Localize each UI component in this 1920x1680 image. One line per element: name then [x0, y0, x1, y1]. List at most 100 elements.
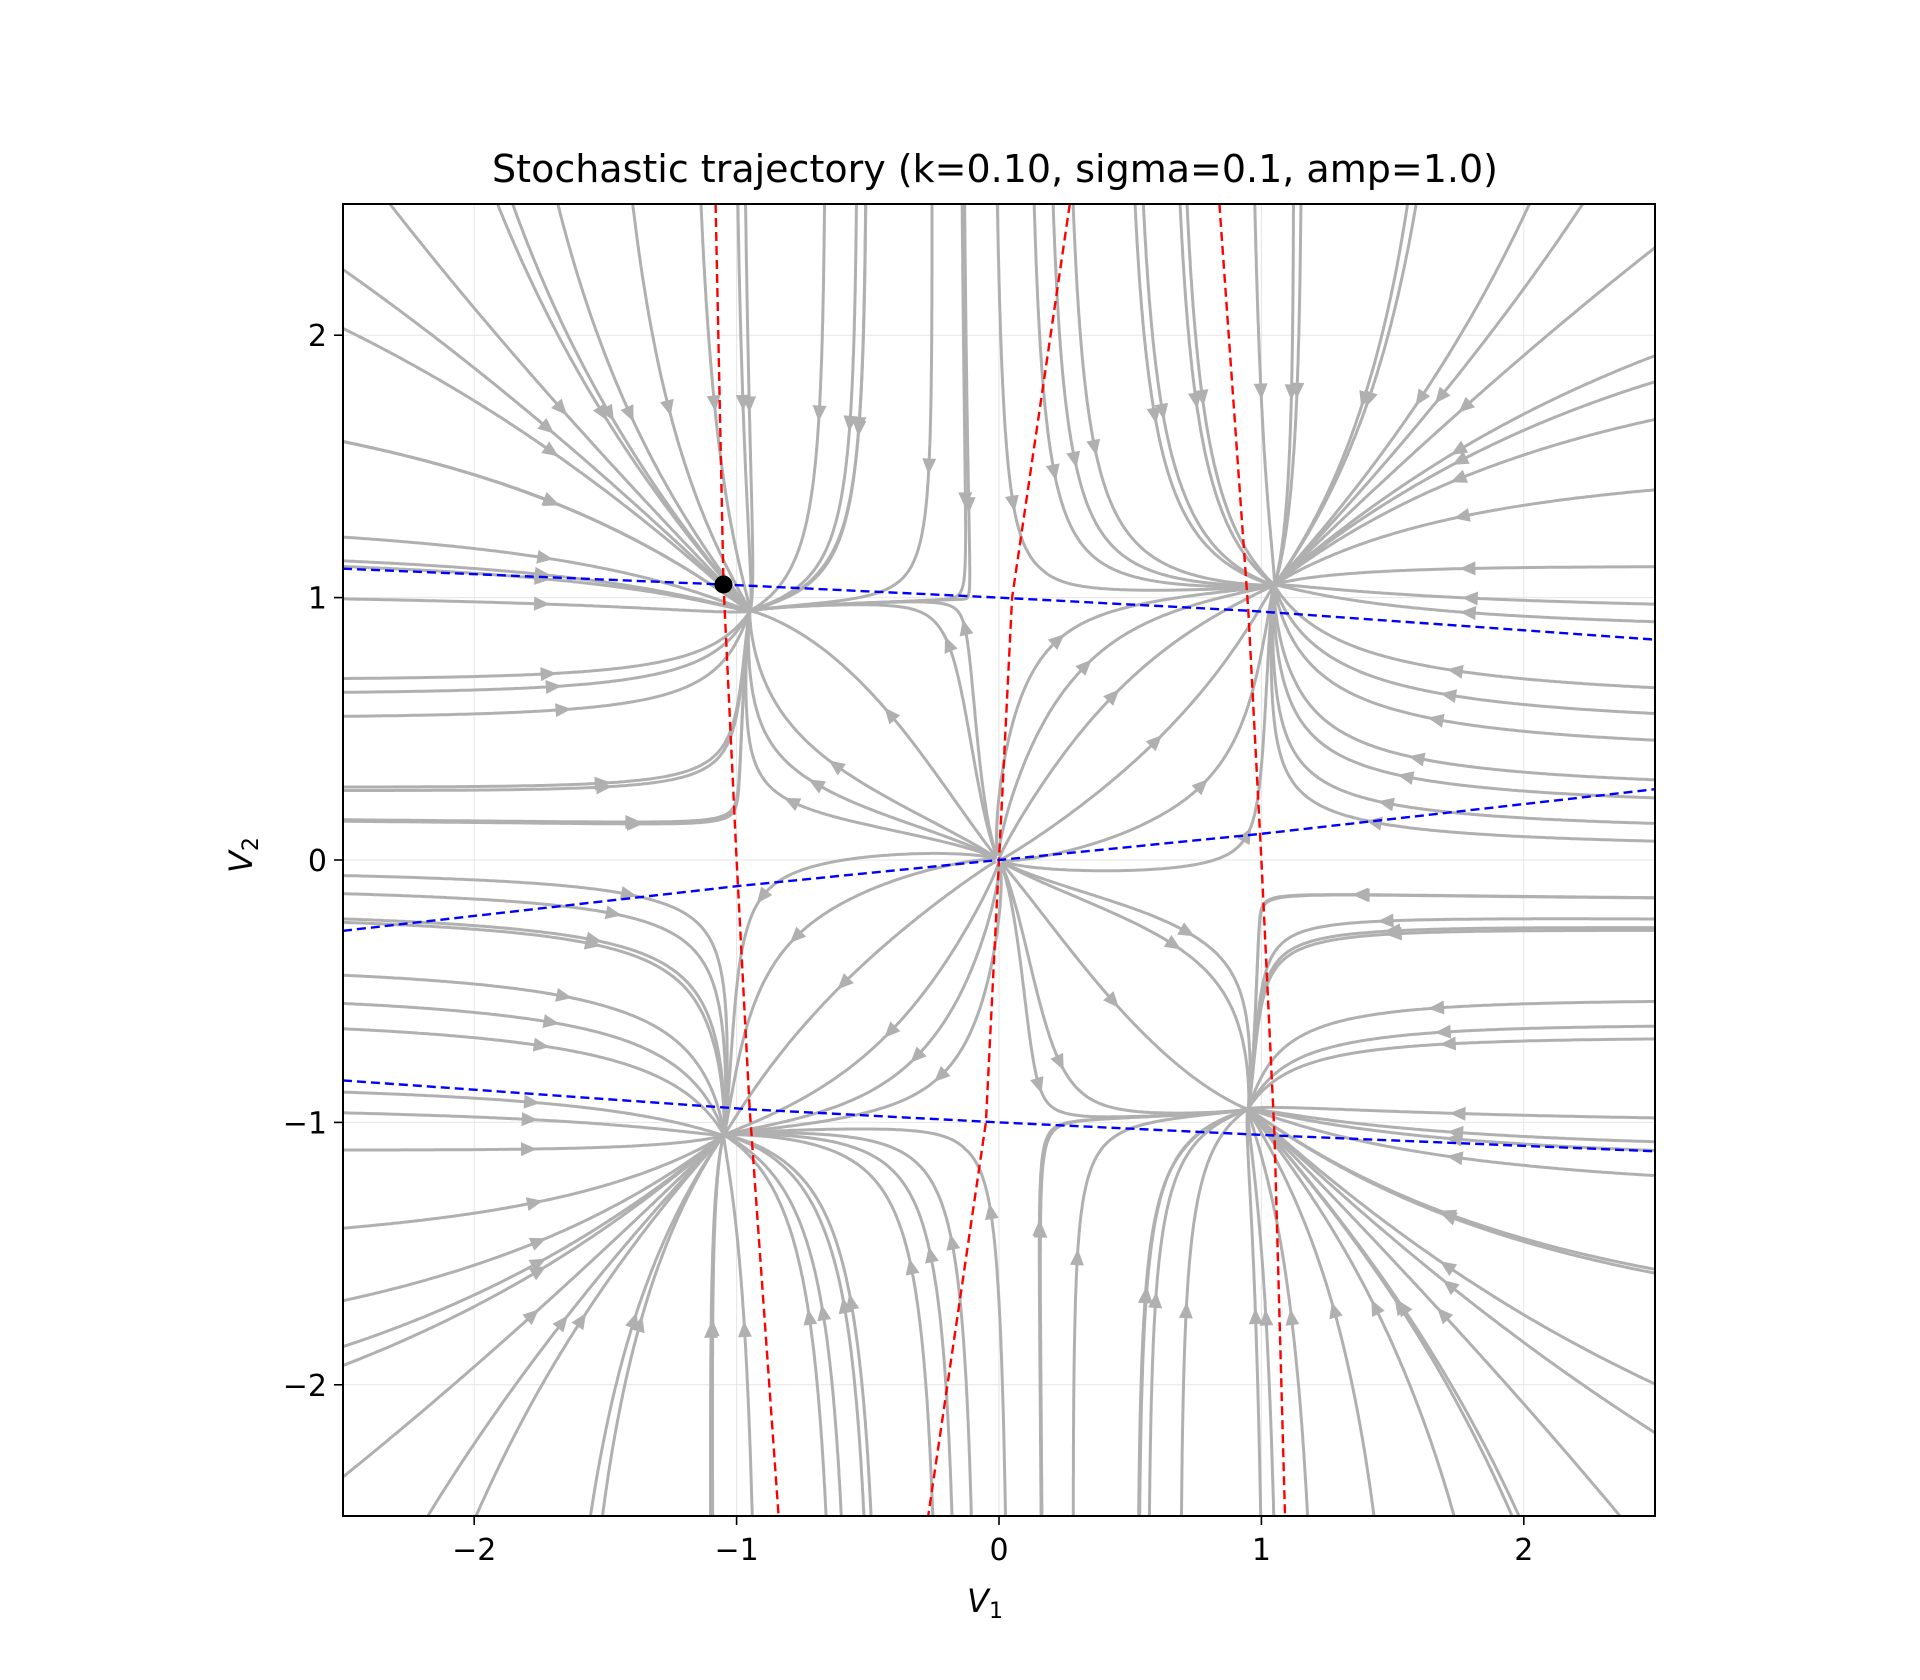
- streamline-arrow: [545, 680, 562, 695]
- streamline-arrow: [1450, 440, 1469, 455]
- streamline-arrow: [604, 905, 622, 920]
- streamline-arrow: [706, 394, 721, 412]
- streamline-arrow: [542, 492, 560, 506]
- streamline-arrow: [1237, 827, 1252, 846]
- streamline-arrow: [1004, 494, 1019, 512]
- streamline-arrow: [1045, 463, 1060, 481]
- streamline-arrow: [1446, 664, 1464, 679]
- streamline-arrow: [946, 1233, 961, 1251]
- streamline-arrow: [525, 1197, 543, 1211]
- streamline-arrow: [1103, 689, 1120, 706]
- streamline-arrow: [1452, 451, 1470, 465]
- streamline-arrow: [1453, 508, 1471, 522]
- y-axis-label-subscript: 2: [239, 837, 264, 851]
- streamline-arrow: [1146, 406, 1161, 424]
- streamline-arrow: [1103, 991, 1119, 1008]
- streamline-arrow: [522, 1309, 539, 1326]
- streamline-arrow: [1178, 1302, 1193, 1319]
- nullclines: [343, 204, 1655, 1516]
- streamline-arrow: [533, 596, 551, 611]
- streamline-arrow: [1351, 887, 1368, 902]
- streamline-arrow: [1440, 689, 1458, 704]
- streamline-arrow: [542, 1014, 560, 1028]
- streamline-arrow: [838, 1297, 853, 1315]
- streamline-arrow: [1434, 1024, 1452, 1039]
- streamline-arrow: [540, 667, 557, 682]
- streamline-arrow: [1437, 1307, 1454, 1325]
- streamline-arrow: [551, 398, 568, 416]
- streamline-arrow: [837, 973, 854, 990]
- streamline-arrow: [1259, 1309, 1274, 1326]
- chart-title: Stochastic trajectory (k=0.10, sigma=0.1…: [492, 147, 1498, 191]
- streamline-arrow: [1154, 402, 1169, 420]
- streamline-arrow: [704, 1321, 719, 1338]
- streamline-arrow: [1461, 591, 1479, 606]
- streamline-arrow: [910, 1046, 927, 1063]
- streamline-arrow: [1377, 913, 1394, 928]
- streamline-arrow: [1030, 1076, 1044, 1094]
- streamline-arrow: [1427, 713, 1445, 728]
- streamline-arrow: [523, 1094, 541, 1109]
- streamline-arrow: [536, 549, 554, 564]
- streamline-arrow: [1075, 659, 1092, 676]
- streamline-arrow: [1450, 469, 1469, 483]
- streamline-arrow: [1248, 1308, 1263, 1325]
- streamline-arrow: [845, 1293, 860, 1311]
- streamline-arrow: [1329, 1301, 1343, 1320]
- streamline-arrow: [905, 1258, 920, 1276]
- y-axis-label: V2: [222, 837, 264, 873]
- x-axis-label: V1: [967, 1582, 1003, 1624]
- streamline-arrow: [1194, 389, 1209, 406]
- streamline-arrow: [619, 886, 637, 900]
- streamline-arrow: [1086, 438, 1101, 456]
- streamline-arrow: [1408, 752, 1426, 767]
- plot-area: −2 −1 0 1 2 −2 −1 0 1 2: [283, 203, 1656, 1568]
- streamline-arrow: [1163, 934, 1182, 950]
- streamline-arrow: [626, 816, 643, 831]
- streamline-arrow: [1459, 561, 1476, 576]
- y-tick-label: −2: [283, 1369, 327, 1404]
- streamline-arrow: [1069, 1249, 1084, 1266]
- streamline-arrow: [1050, 1052, 1064, 1071]
- streamline-arrow: [520, 1142, 537, 1157]
- x-axis-label-subscript: 1: [989, 1599, 1003, 1624]
- streamline-arrow: [843, 415, 858, 432]
- streamline-arrow: [1440, 1212, 1458, 1226]
- x-tick-label: −2: [452, 1533, 496, 1568]
- streamline-arrow: [537, 417, 555, 434]
- streamline-arrow: [828, 760, 846, 776]
- streamline-arrow: [1394, 1298, 1410, 1317]
- streamline-arrow: [660, 398, 674, 417]
- streamline-arrow: [934, 1065, 951, 1083]
- streamline-arrow: [1459, 606, 1477, 621]
- nullcline-line: [343, 1079, 1655, 1153]
- streamline-arrow: [1449, 1106, 1466, 1121]
- streamline-arrow: [1385, 926, 1403, 941]
- streamline-arrow: [944, 636, 958, 654]
- streamline-arrow: [1446, 1151, 1464, 1166]
- streamline-arrow: [1253, 383, 1268, 400]
- streamline-arrow: [595, 780, 613, 795]
- y-tick-label: −1: [283, 1106, 327, 1141]
- x-tick-label: −1: [714, 1533, 758, 1568]
- streamline-arrow: [1439, 1261, 1458, 1276]
- streamline-arrow: [541, 441, 559, 457]
- streamline-arrow: [1033, 1221, 1048, 1238]
- streamline-arrow: [1137, 1287, 1152, 1304]
- streamline-arrow: [521, 1112, 538, 1127]
- streamline-arrow: [812, 405, 827, 422]
- streamline-arrow: [1177, 922, 1195, 937]
- streamline-arrow: [789, 926, 807, 943]
- streamline-arrow: [1066, 450, 1081, 468]
- streamline-arrow: [1435, 386, 1451, 404]
- streamline-arrow: [1439, 1036, 1457, 1051]
- nullcline-line: [714, 204, 780, 1516]
- streamline-arrow: [1377, 797, 1395, 812]
- streamline-arrow: [922, 458, 937, 475]
- streamlines: [343, 204, 1655, 1516]
- streamline-arrow: [1371, 1299, 1385, 1317]
- y-axis-label-main: V: [222, 849, 260, 873]
- streamline-arrow: [1428, 1000, 1445, 1015]
- nullcline-line: [343, 788, 1655, 932]
- streamline-arrow: [534, 566, 551, 581]
